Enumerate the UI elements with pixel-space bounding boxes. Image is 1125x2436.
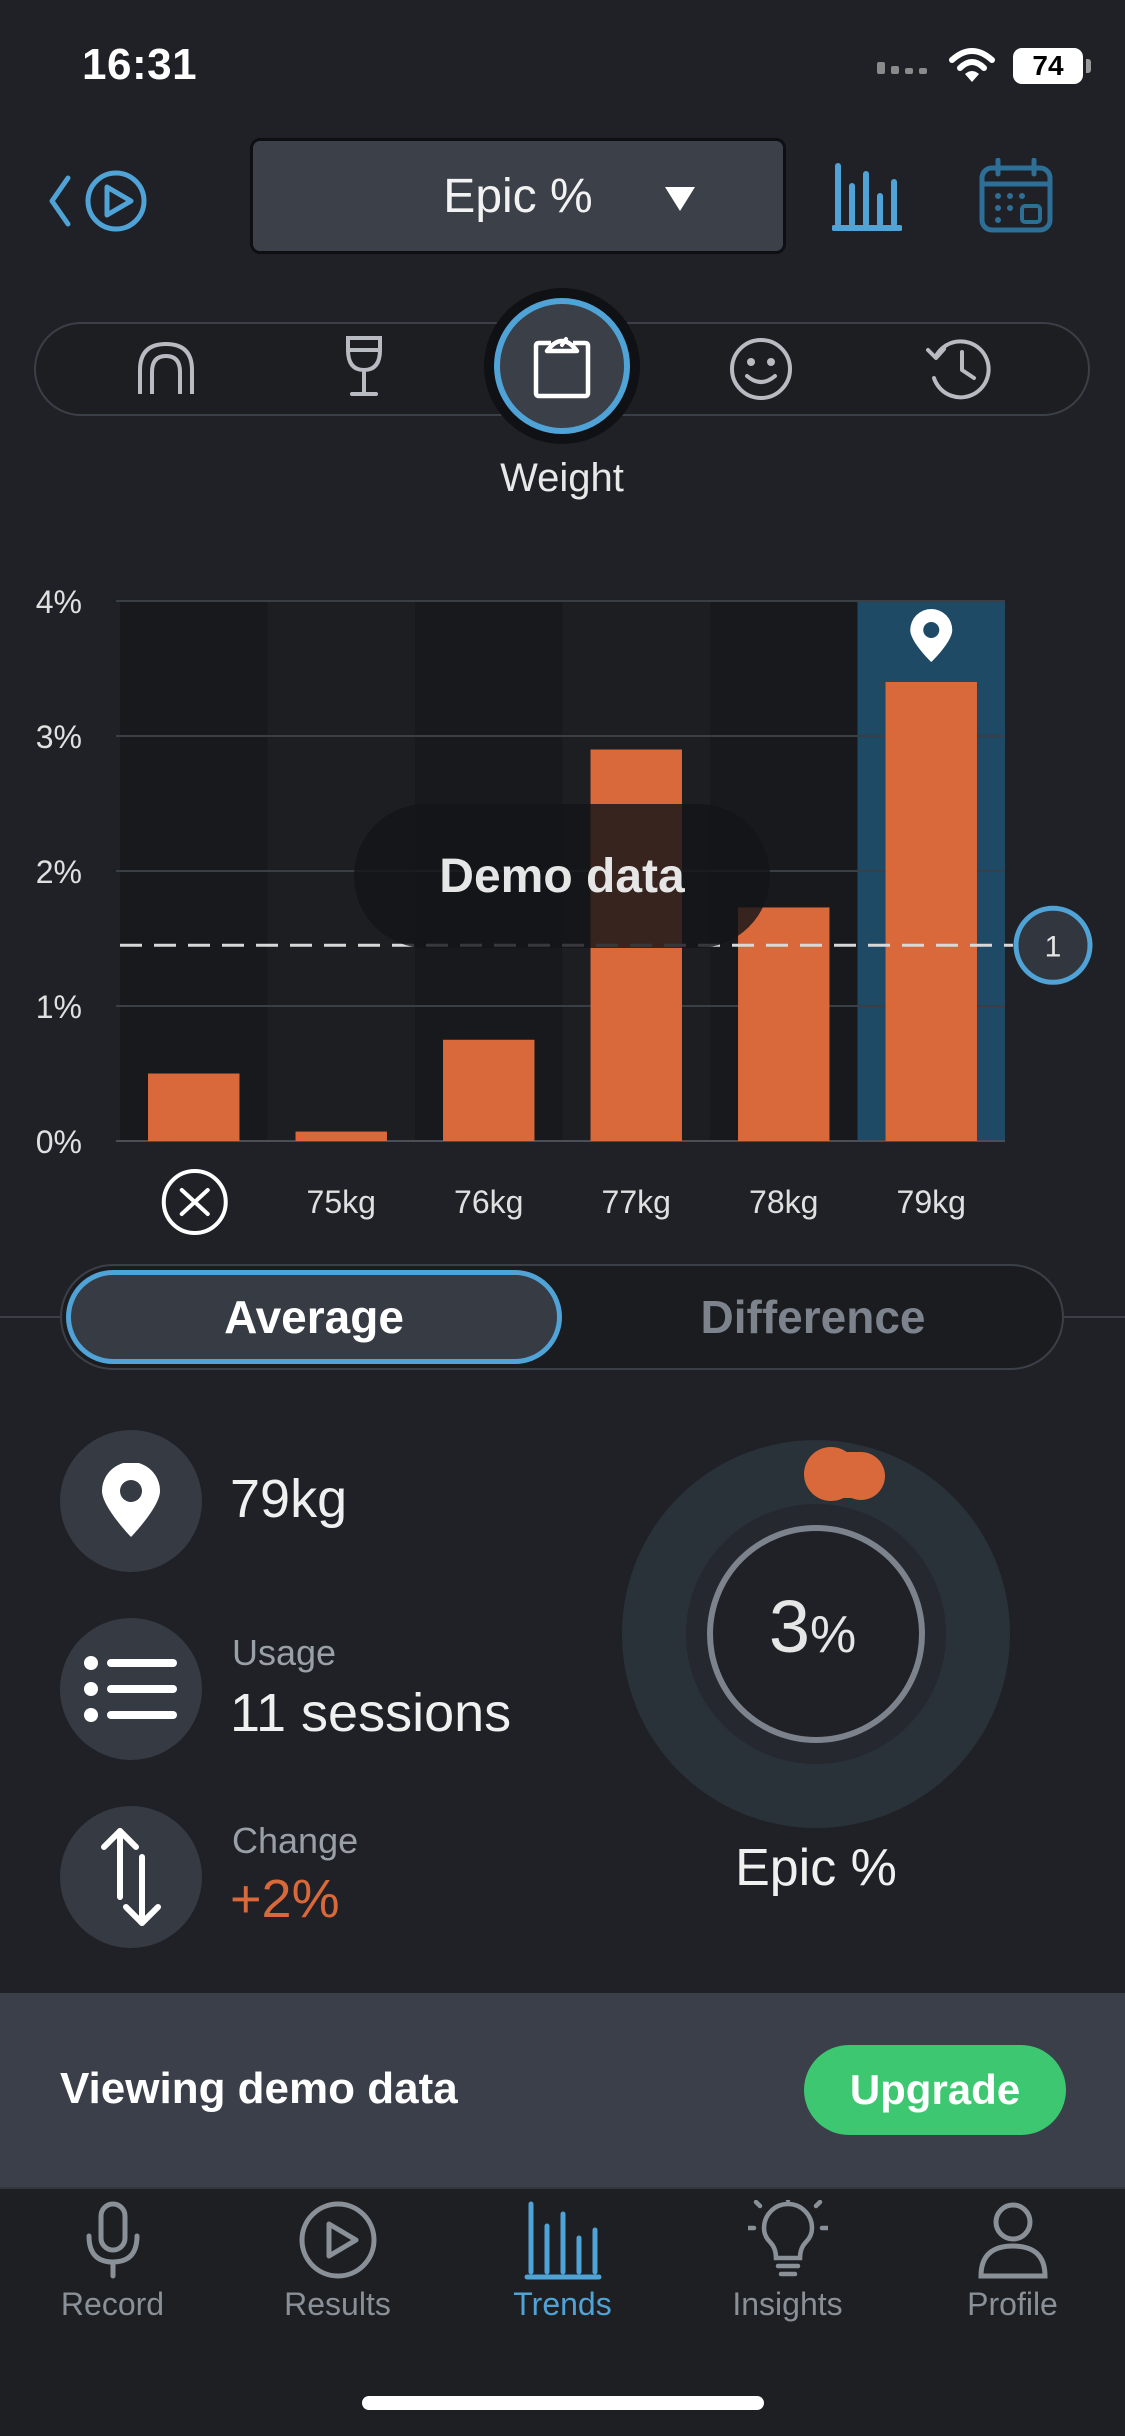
wine-glass-icon[interactable] bbox=[342, 334, 386, 398]
bar[interactable] bbox=[295, 1131, 387, 1141]
x-tick-label[interactable]: 77kg bbox=[602, 1184, 671, 1220]
status-icons: 74 bbox=[875, 48, 1091, 84]
location-pin-badge bbox=[60, 1430, 202, 1572]
up-down-arrows-icon bbox=[101, 1828, 161, 1926]
x-tick-label[interactable]: 78kg bbox=[749, 1184, 818, 1220]
gauge-value: 3 bbox=[769, 1585, 810, 1668]
change-label: Change bbox=[232, 1820, 359, 1861]
tab-insights-label: Insights bbox=[732, 2286, 843, 2322]
category-weight-ring bbox=[494, 298, 630, 434]
reference-handle[interactable] bbox=[1013, 905, 1093, 985]
lightbulb-icon bbox=[747, 2200, 828, 2277]
y-tick-label: 0% bbox=[36, 1124, 82, 1160]
battery-icon: 74 bbox=[1013, 48, 1091, 84]
y-tick-label: 3% bbox=[36, 719, 82, 755]
gauge-label: Epic % bbox=[735, 1839, 897, 1897]
usage-badge bbox=[60, 1618, 202, 1760]
weight-scale-icon bbox=[533, 337, 591, 399]
wifi-icon bbox=[949, 48, 995, 82]
change-value: +2% bbox=[230, 1869, 340, 1929]
x-tick-label[interactable]: 75kg bbox=[307, 1184, 376, 1220]
category-label: Weight bbox=[500, 456, 624, 500]
play-circle-icon bbox=[299, 2201, 376, 2279]
bar-chart-view-button[interactable] bbox=[832, 160, 902, 232]
status-time: 16:31 bbox=[82, 40, 198, 89]
y-tick-label: 2% bbox=[36, 854, 82, 890]
tab-profile-label: Profile bbox=[967, 2286, 1058, 2322]
x-tick-label[interactable]: 76kg bbox=[454, 1184, 523, 1220]
metric-dropdown[interactable]: Epic % bbox=[250, 138, 786, 254]
history-icon[interactable] bbox=[924, 336, 994, 402]
bar[interactable] bbox=[148, 1073, 240, 1142]
selected-weight-value: 79kg bbox=[230, 1469, 348, 1529]
battery-level: 74 bbox=[1032, 50, 1064, 81]
home-indicator bbox=[362, 2396, 764, 2410]
tab-record[interactable]: Record bbox=[0, 2200, 225, 2323]
tab-record-label: Record bbox=[60, 2286, 165, 2322]
microphone-icon bbox=[86, 2201, 139, 2279]
epic-percent-gauge: 3 % bbox=[622, 1440, 1010, 1828]
calendar-view-button[interactable] bbox=[978, 158, 1054, 234]
metric-dropdown-label: Epic % bbox=[443, 169, 593, 223]
cellular-icon bbox=[877, 62, 927, 74]
upgrade-button[interactable]: Upgrade bbox=[804, 2045, 1066, 2135]
difference-tab[interactable]: Difference bbox=[700, 1291, 926, 1343]
tab-insights[interactable]: Insights bbox=[675, 2200, 900, 2323]
tab-results-label: Results bbox=[284, 2286, 391, 2322]
average-tab[interactable]: Average bbox=[66, 1270, 562, 1364]
tab-profile[interactable]: Profile bbox=[900, 2200, 1125, 2323]
smiley-icon[interactable] bbox=[728, 336, 794, 402]
gauge-unit: % bbox=[810, 1606, 856, 1664]
caret-down-icon bbox=[665, 187, 695, 211]
location-pin-icon bbox=[102, 1463, 160, 1537]
tab-trends-label: Trends bbox=[513, 2286, 612, 2322]
person-icon bbox=[977, 2202, 1048, 2279]
list-icon bbox=[84, 1656, 177, 1722]
tab-trends[interactable]: Trends bbox=[450, 2200, 675, 2323]
trends-chart-icon bbox=[524, 2201, 601, 2280]
y-tick-label: 4% bbox=[36, 584, 82, 620]
bar[interactable] bbox=[738, 907, 830, 1141]
change-badge bbox=[60, 1806, 202, 1948]
bar[interactable] bbox=[443, 1039, 535, 1141]
bar[interactable] bbox=[885, 682, 977, 1141]
category-weight-button[interactable] bbox=[484, 288, 640, 444]
location-marker-dot bbox=[923, 622, 940, 638]
demo-data-overlay: Demo data bbox=[354, 804, 770, 948]
tab-results[interactable]: Results bbox=[225, 2200, 450, 2323]
demo-banner-text: Viewing demo data bbox=[60, 2064, 458, 2113]
reference-handle-label: 1 bbox=[1045, 930, 1062, 963]
clear-filter-button[interactable] bbox=[161, 1169, 228, 1235]
back-results-button[interactable] bbox=[44, 168, 150, 234]
usage-label: Usage bbox=[232, 1632, 337, 1673]
x-tick-label[interactable]: 79kg bbox=[897, 1184, 966, 1220]
y-tick-label: 1% bbox=[36, 989, 82, 1025]
mouthguard-icon[interactable] bbox=[134, 340, 198, 396]
usage-value: 11 sessions bbox=[230, 1683, 512, 1743]
